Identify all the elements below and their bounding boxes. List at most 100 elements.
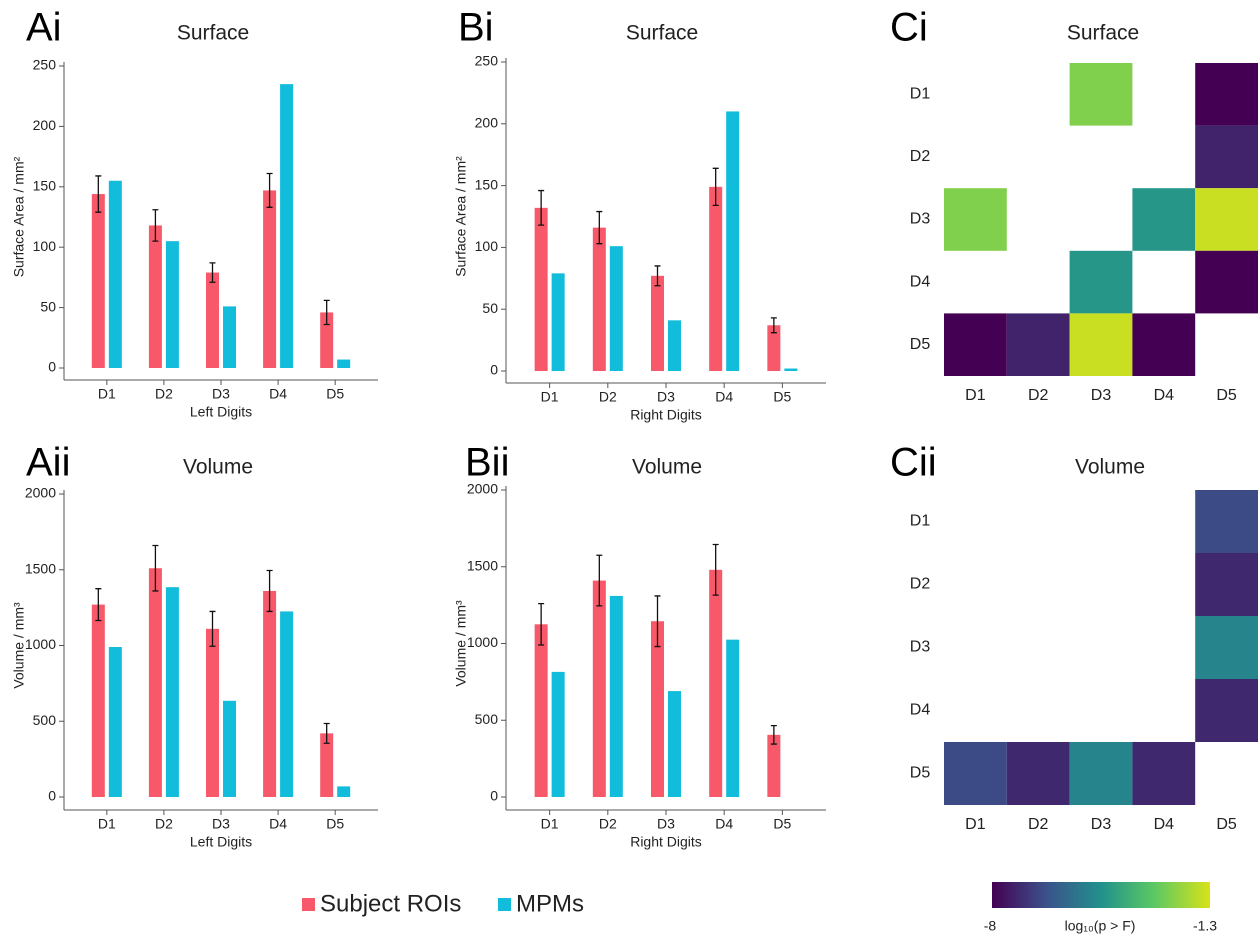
- bar: [108, 180, 122, 368]
- bar: [551, 671, 565, 797]
- error-bar: [654, 595, 661, 648]
- bar: [592, 580, 606, 797]
- panel-label: Cii: [890, 441, 937, 485]
- bar: [609, 246, 623, 371]
- x-tick-label: D3: [1091, 816, 1112, 833]
- colorbar: [992, 882, 1210, 908]
- x-tick-label: D4: [1154, 816, 1175, 833]
- chart-title: Surface: [177, 22, 249, 45]
- chart-title: Surface: [626, 22, 698, 45]
- panel-label: Aii: [26, 441, 70, 485]
- x-tick-label: D1: [541, 816, 559, 832]
- error-bar: [770, 724, 777, 745]
- heatmap-cell: [1069, 313, 1133, 376]
- error-bar: [209, 262, 216, 283]
- legend-swatch: [498, 898, 511, 911]
- y-tick-label: 100: [475, 238, 499, 254]
- x-tick-label: D5: [1216, 816, 1237, 833]
- bar: [709, 186, 723, 371]
- error-bar: [770, 317, 777, 334]
- chart-title: Volume: [632, 456, 702, 479]
- legend-swatch: [302, 898, 315, 911]
- bar: [337, 359, 351, 368]
- panel-label: Bi: [458, 6, 494, 50]
- y-tick-label: 1000: [467, 634, 498, 650]
- x-tick-label: D4: [715, 389, 733, 405]
- x-tick-label: D5: [326, 386, 344, 402]
- heatmap-cell: [1006, 313, 1070, 376]
- bar: [206, 628, 219, 797]
- x-tick-label: D2: [155, 386, 173, 402]
- y-tick-label: D1: [910, 513, 931, 530]
- x-tick-label: D1: [98, 386, 116, 402]
- y-tick-label: D5: [910, 336, 931, 353]
- panel-label: Ci: [890, 6, 928, 50]
- error-bar: [654, 265, 661, 287]
- error-bar: [152, 544, 159, 592]
- chart-title: Surface: [1067, 22, 1139, 45]
- y-tick-label: D1: [910, 86, 931, 103]
- bar: [668, 320, 681, 371]
- y-tick-label: 500: [475, 711, 499, 727]
- heatmap-cell: [1069, 250, 1133, 314]
- x-axis-label: Right Digits: [630, 834, 702, 850]
- y-tick-label: 0: [48, 788, 56, 804]
- x-tick-label: D2: [155, 816, 173, 832]
- x-tick-label: D5: [1216, 387, 1237, 404]
- error-bar: [95, 175, 102, 213]
- bar: [263, 190, 277, 368]
- heatmap-cell: [1132, 188, 1196, 251]
- heatmap-cell: [944, 313, 1007, 376]
- y-tick-label: D3: [910, 639, 931, 656]
- bar: [726, 639, 740, 797]
- error-bar: [266, 172, 273, 208]
- y-tick-label: 1000: [25, 636, 56, 652]
- bar: [165, 241, 179, 368]
- x-axis-label: Left Digits: [190, 834, 252, 850]
- x-tick-label: D5: [773, 389, 791, 405]
- x-tick-label: D4: [715, 816, 733, 832]
- y-tick-label: 1500: [467, 557, 498, 573]
- colorbar-label: log₁₀(p > F): [1065, 918, 1136, 934]
- x-tick-label: D3: [212, 816, 230, 832]
- y-tick-label: 50: [40, 298, 56, 314]
- error-bar: [323, 722, 330, 744]
- y-tick-label: 0: [490, 788, 498, 804]
- x-tick-label: D4: [269, 816, 287, 832]
- x-tick-label: D2: [599, 389, 617, 405]
- bar: [767, 325, 781, 371]
- bar: [223, 700, 236, 797]
- error-bar: [596, 554, 603, 607]
- heatmap-cell: [1195, 679, 1258, 742]
- bar: [263, 590, 277, 797]
- bar: [726, 111, 740, 371]
- y-tick-label: 500: [33, 712, 57, 728]
- x-tick-label: D3: [657, 389, 675, 405]
- heatmap-cell: [1195, 490, 1258, 553]
- error-bar: [538, 602, 545, 646]
- error-bar: [266, 569, 273, 613]
- bar: [148, 568, 162, 797]
- bar: [280, 611, 294, 797]
- bar: [668, 691, 681, 797]
- y-tick-label: D3: [910, 211, 931, 228]
- bar: [206, 272, 219, 368]
- bar: [337, 786, 351, 797]
- bar: [320, 312, 334, 368]
- x-axis-label: Left Digits: [190, 404, 252, 420]
- bar: [320, 733, 334, 797]
- x-tick-label: D1: [98, 816, 116, 832]
- error-bar: [712, 167, 719, 207]
- error-bar: [95, 588, 102, 622]
- x-tick-label: D1: [965, 816, 986, 833]
- bar: [651, 275, 664, 371]
- heatmap-cell: [1006, 742, 1070, 805]
- x-tick-label: D3: [657, 816, 675, 832]
- heatmap-cell: [1195, 616, 1258, 679]
- y-tick-label: 200: [33, 117, 57, 133]
- heatmap-cell: [1132, 742, 1196, 805]
- bar: [609, 595, 623, 797]
- y-tick-label: 150: [475, 176, 499, 192]
- y-axis-label: Volume / mm³: [453, 600, 469, 687]
